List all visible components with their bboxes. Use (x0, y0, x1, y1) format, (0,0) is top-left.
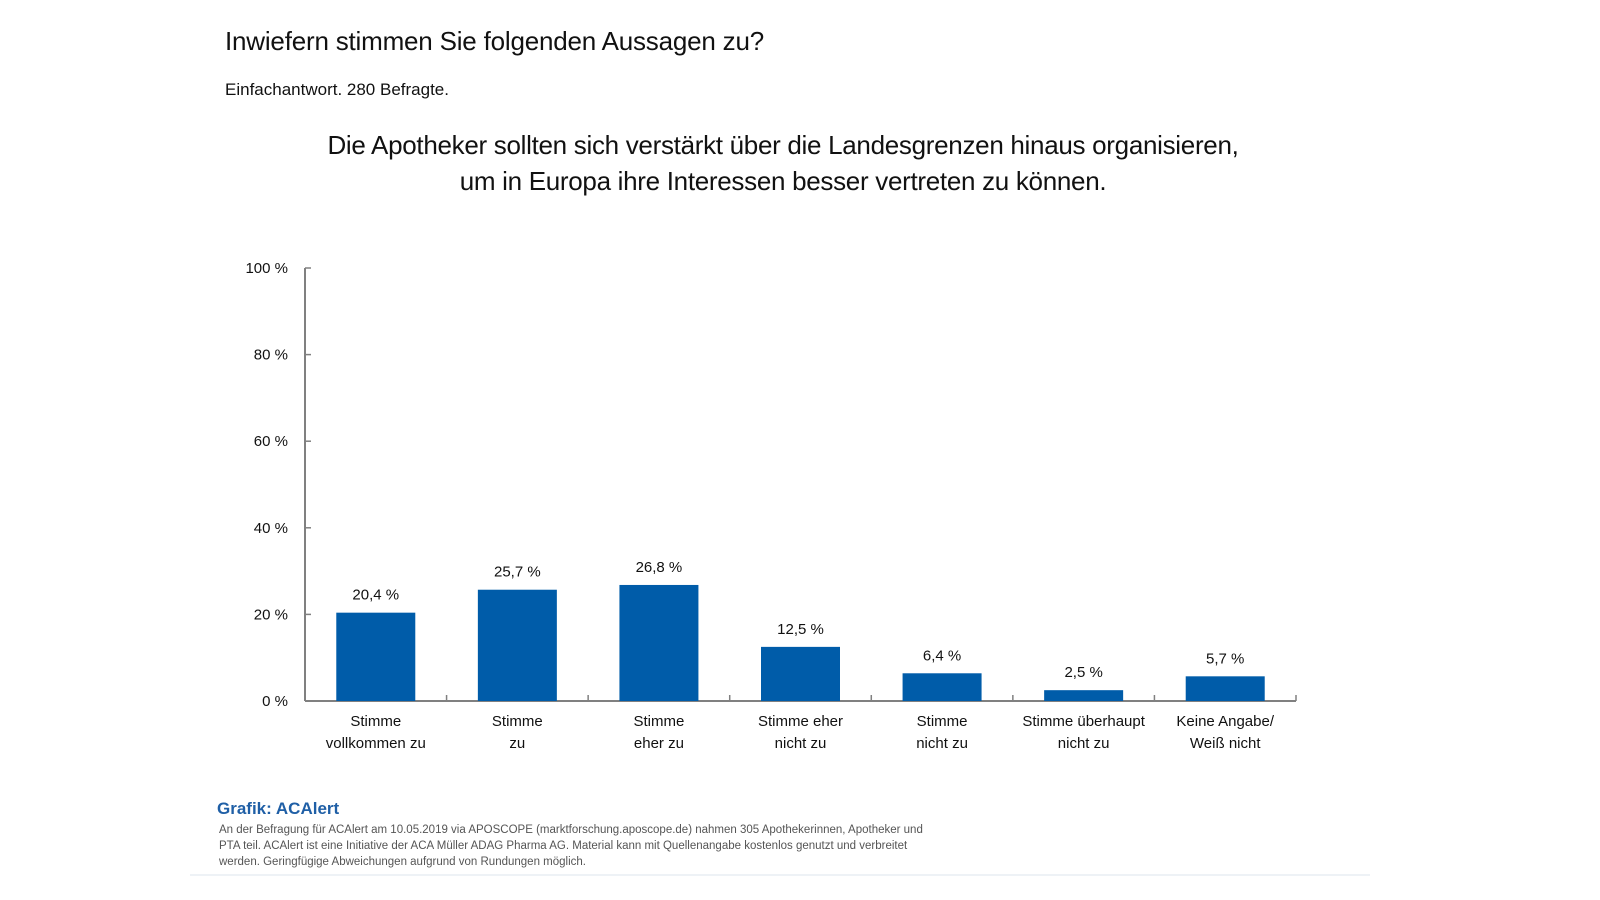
category-label: nicht zu (775, 735, 827, 752)
bar (619, 584, 699, 701)
category-label: Keine Angabe/ (1176, 713, 1274, 730)
source-title: Grafik: ACAlert (217, 799, 340, 818)
page-subtitle: Einfachantwort. 280 Befragte. (225, 80, 449, 99)
data-label: 25,7 % (494, 564, 541, 581)
category-label: nicht zu (1058, 735, 1110, 752)
data-label: 6,4 % (923, 647, 961, 664)
category-label: Stimme überhaupt (1022, 713, 1145, 730)
y-tick-label: 0 % (262, 693, 288, 710)
category-label: Stimme eher (758, 713, 843, 730)
bars (336, 584, 1265, 701)
category-label: vollkommen zu (326, 735, 426, 752)
data-label: 5,7 % (1206, 650, 1244, 667)
y-axis: 0 % 20 % 40 % 60 % 80 % 100 % (245, 260, 311, 710)
y-tick-label: 20 % (254, 606, 288, 623)
bar (761, 646, 840, 701)
y-tick-label: 40 % (254, 520, 288, 537)
category-label: nicht zu (916, 735, 968, 752)
bar (1185, 676, 1265, 701)
category-label: Stimme (350, 713, 401, 730)
bottom-divider (190, 874, 1370, 876)
bar (1044, 690, 1124, 701)
data-label: 12,5 % (777, 621, 824, 638)
category-label: Stimme (634, 713, 685, 730)
category-label: Weiß nicht (1190, 735, 1261, 752)
bar (477, 589, 557, 701)
category-label: zu (509, 735, 525, 752)
category-labels: Stimme vollkommen zu Stimme zu Stimme eher zu… (326, 713, 1275, 752)
category-label: Stimme (492, 713, 543, 730)
question-line-2: um in Europa ihre Interessen besser vert… (459, 166, 1107, 196)
question-line-1: Die Apotheker sollten sich verstärkt übe… (327, 130, 1239, 160)
bar (902, 673, 982, 701)
data-label: 26,8 % (636, 559, 683, 576)
data-labels: 20,4 % 25,7 % 26,8 % 12,5 % 6,4 % 2,5 % 5,7 % (352, 559, 1244, 681)
bar (336, 612, 416, 701)
category-label: eher zu (634, 735, 684, 752)
y-tick-label: 80 % (254, 347, 288, 364)
page-title: Inwiefern stimmen Sie folgenden Aussagen… (225, 26, 764, 56)
category-label: Stimme (917, 713, 968, 730)
data-label: 2,5 % (1064, 664, 1102, 681)
data-label: 20,4 % (352, 587, 399, 604)
chart-question: Die Apotheker sollten sich verstärkt übe… (200, 127, 1366, 199)
y-tick-label: 60 % (254, 433, 288, 450)
source-text: An der Befragung für ACAlert am 10.05.20… (219, 824, 923, 868)
y-tick-label: 100 % (245, 260, 288, 277)
